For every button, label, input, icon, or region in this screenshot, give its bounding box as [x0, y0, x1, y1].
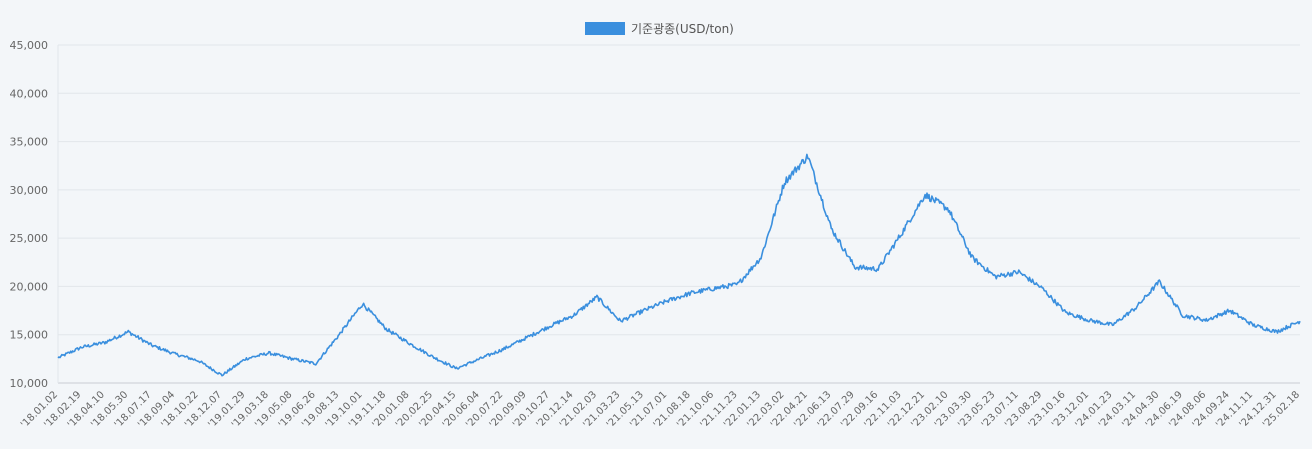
y-tick-label: 30,000 — [10, 184, 49, 197]
series-line[interactable] — [57, 153, 1301, 377]
y-tick-label: 20,000 — [10, 280, 49, 293]
y-tick-label: 40,000 — [10, 87, 49, 100]
y-tick-label: 35,000 — [10, 136, 49, 149]
y-tick-label: 25,000 — [10, 232, 49, 245]
legend-label-series: 기준광종(USD/ton) — [631, 22, 734, 36]
y-tick-label: 15,000 — [10, 329, 49, 342]
legend-swatch — [585, 22, 625, 35]
x-axis: '18.01.02'18.02.19'18.04.10'18.05.30'18.… — [19, 389, 1302, 430]
grid-lines — [57, 44, 1300, 384]
legend[interactable]: 기준광종(USD/ton) — [585, 22, 734, 36]
y-tick-label: 10,000 — [10, 377, 49, 390]
y-tick-label: 45,000 — [10, 39, 49, 52]
y-axis: 10,000 15,000 20,000 25,000 30,000 35,000 40,0… — [10, 39, 49, 390]
